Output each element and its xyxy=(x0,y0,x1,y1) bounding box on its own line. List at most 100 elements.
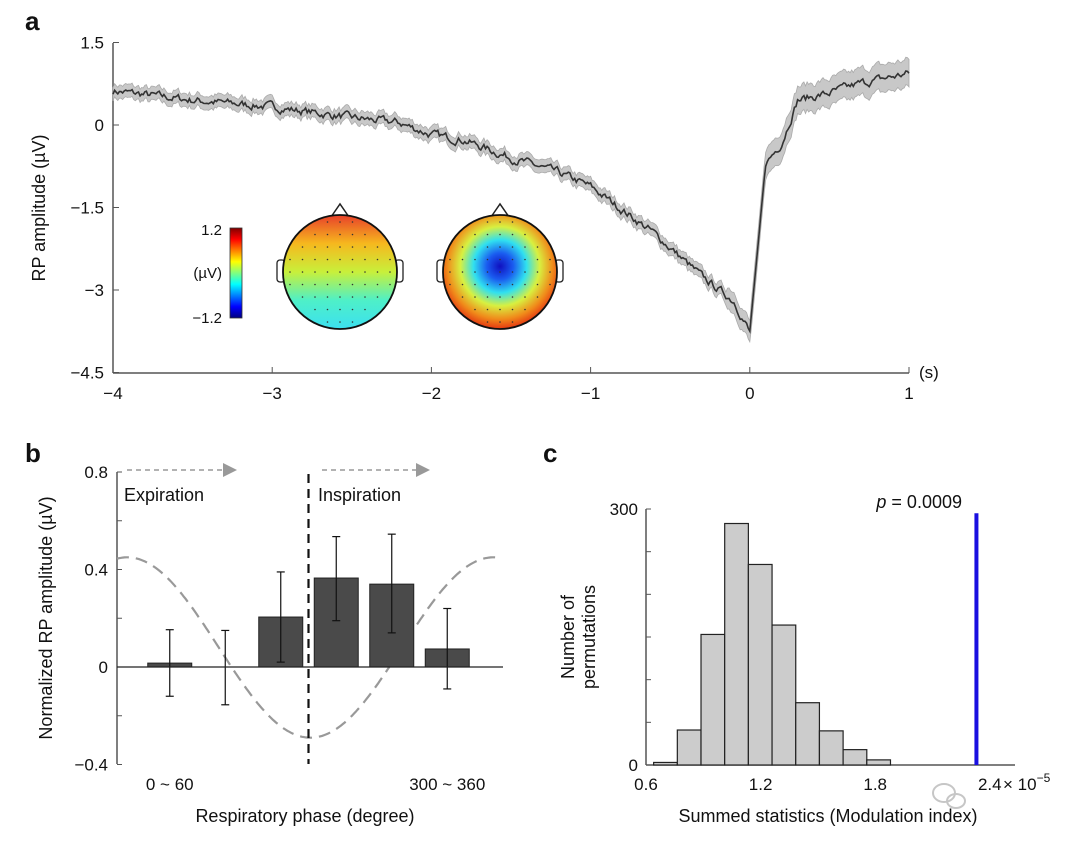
electrode-dot xyxy=(536,271,539,273)
electrode-dot xyxy=(339,283,341,286)
nose-shape xyxy=(490,202,510,218)
y-tick-label: 0 xyxy=(95,116,104,135)
electrode-dot xyxy=(376,283,379,286)
electrode-dot xyxy=(486,321,489,323)
y-tick-label: −1.5 xyxy=(70,199,104,218)
electrode-dot xyxy=(339,321,341,323)
electrode-dot xyxy=(524,283,526,286)
x-tick-label: 1.8 xyxy=(863,775,887,794)
histogram-bar xyxy=(653,761,678,766)
electrode-dot xyxy=(449,283,451,286)
y-axis-label: Normalized RP amplitude (µV) xyxy=(36,496,56,739)
electrode-dot xyxy=(449,271,451,273)
electrode-dot xyxy=(364,233,366,236)
histogram-bar xyxy=(866,759,892,766)
electrode-dot xyxy=(376,271,379,273)
electrode-dot xyxy=(314,283,316,286)
electrode-dot xyxy=(524,308,526,311)
electrode-dot xyxy=(314,308,316,311)
wechat-logo-icon xyxy=(932,783,966,809)
electrode-dot xyxy=(364,283,366,286)
electrode-dot xyxy=(351,271,354,273)
electrode-dot xyxy=(474,296,476,298)
electrode-dot xyxy=(289,271,291,273)
electrode-dot xyxy=(474,271,476,273)
electrode-dot xyxy=(351,321,354,323)
electrode-dot xyxy=(351,233,354,236)
electrode-dot xyxy=(511,283,514,286)
electrode-dot xyxy=(511,246,514,248)
y-tick-label: 0.8 xyxy=(84,463,108,482)
electrode-dot xyxy=(389,258,391,261)
panel-label-a: a xyxy=(25,6,40,36)
x-tick-label: 2.4 xyxy=(978,775,1002,794)
electrode-dot xyxy=(536,258,539,261)
y-tick-label: −0.4 xyxy=(74,756,108,775)
electrode-dot xyxy=(326,221,329,223)
electrode-dot xyxy=(376,258,379,261)
electrode-dot xyxy=(499,258,501,261)
electrode-dot xyxy=(314,258,316,261)
electrode-dot xyxy=(389,271,391,273)
x-tick-label: 1 xyxy=(904,384,913,403)
electrode-dot xyxy=(461,283,464,286)
colorbar xyxy=(229,227,243,319)
electrode-dot xyxy=(339,233,341,236)
electrode-dot xyxy=(474,283,476,286)
electrode-dot xyxy=(486,271,489,273)
electrode-dot xyxy=(364,258,366,261)
histogram-bar xyxy=(795,702,821,766)
electrode-dot xyxy=(486,258,489,261)
y-label-line-2: permutations xyxy=(579,585,599,689)
y-tick-label: 0.4 xyxy=(84,561,108,580)
electrode-dot xyxy=(536,246,539,248)
rp-trace-line xyxy=(112,70,910,334)
watermark xyxy=(932,783,966,809)
electrode-dot xyxy=(326,246,329,248)
panel-b-chart: 0.8 0.4 0 −0.4 Normalized RP amplitude (µV) R… xyxy=(36,463,503,826)
electrode-dot xyxy=(326,271,329,273)
electrode-dot xyxy=(364,246,366,248)
electrode-dot xyxy=(326,283,329,286)
electrode-dot xyxy=(524,233,526,236)
electrode-dot xyxy=(301,296,304,298)
electrode-dot xyxy=(486,221,489,223)
electrode-dot xyxy=(326,321,329,323)
electrode-dot xyxy=(524,271,526,273)
x-tick-label: 0 ~ 60 xyxy=(146,775,194,794)
x-tick-label: −3 xyxy=(263,384,282,403)
electrode-dot xyxy=(536,283,539,286)
electrode-dot xyxy=(314,246,316,248)
electrode-dot xyxy=(474,308,476,311)
x-axis-label: Summed statistics (Modulation index) xyxy=(678,806,977,826)
x-tick-label: −2 xyxy=(422,384,441,403)
topomap-head-1 xyxy=(276,202,404,330)
electrode-dot xyxy=(486,283,489,286)
electrode-dot xyxy=(499,308,501,311)
histogram-bar xyxy=(818,730,844,766)
electrode-dot xyxy=(474,246,476,248)
histogram-bar xyxy=(747,563,773,766)
electrode-dot xyxy=(351,246,354,248)
electrode-dot xyxy=(511,221,514,223)
electrode-dot xyxy=(301,258,304,261)
multiplier-text: × 10 xyxy=(1003,775,1037,794)
nose-shape xyxy=(330,202,350,218)
electrode-dot xyxy=(511,308,514,311)
electrode-dot xyxy=(499,271,501,273)
x-axis-label: Respiratory phase (degree) xyxy=(195,806,414,826)
colorbar-unit-label: (µV) xyxy=(193,265,222,282)
exponent-text: −5 xyxy=(1037,771,1051,785)
y-axis-label: Number ofpermutations xyxy=(558,585,599,689)
electrode-dot xyxy=(326,258,329,261)
electrode-dot xyxy=(511,258,514,261)
x-tick-label: 0.6 xyxy=(634,775,658,794)
y-tick-label: 300 xyxy=(610,500,638,519)
electrode-dot xyxy=(289,283,291,286)
panel-a-chart: 1.5 0 −1.5 −3 −4.5−4 −3 −2 −1 0 1 (s) RP amplitude … xyxy=(29,34,939,404)
electrode-dot xyxy=(301,246,304,248)
electrode-dot xyxy=(314,271,316,273)
electrode-dot xyxy=(376,296,379,298)
panel-c-chart: 300 00.6 1.2 1.8 2.4 × 10−5 Summed statistics … xyxy=(558,492,1051,826)
